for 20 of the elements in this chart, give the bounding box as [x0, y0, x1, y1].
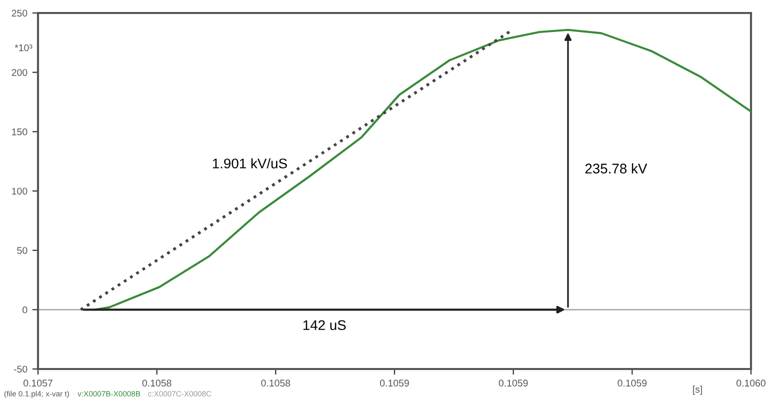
x-tick-label: 0.1059 — [498, 380, 528, 387]
y-axis-title: *10³ — [14, 44, 32, 52]
y-tick-label: 100 — [12, 188, 28, 195]
y-tick-label: 150 — [12, 128, 28, 136]
annotation: 1.901 kV/uS — [212, 158, 287, 168]
x-tick-label: 0.1059 — [618, 380, 647, 387]
annotation: 235.78 kV — [585, 163, 648, 174]
y-tick-label: -50 — [14, 366, 28, 373]
annotation: 142 uS — [303, 320, 346, 330]
x-tick-label: 0.1058 — [261, 380, 290, 387]
x-axis-title: [s] — [693, 386, 702, 395]
x-tick-label: 0.1060 — [736, 380, 766, 387]
y-tick-label: 200 — [12, 69, 28, 76]
x-tick-label: 0.1058 — [142, 380, 172, 387]
y-tick-label: 50 — [17, 247, 28, 254]
y-tick-label: 250 — [12, 10, 28, 17]
y-tick-label: 0 — [22, 306, 28, 314]
x-tick-label: 0.1059 — [380, 380, 409, 387]
line-series — [94, 28, 751, 311]
x-tick-label: 0.1057 — [24, 380, 52, 387]
